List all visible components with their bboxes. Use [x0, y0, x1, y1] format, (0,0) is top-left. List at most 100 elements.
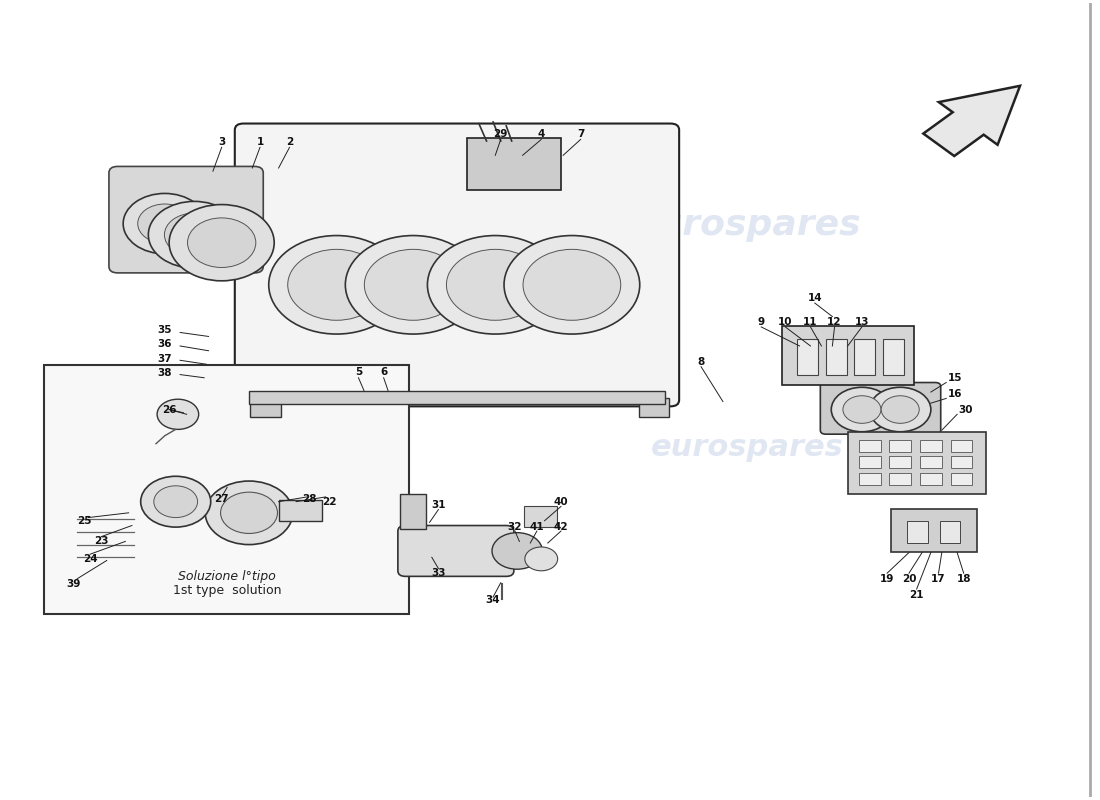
Text: 35: 35 [157, 325, 172, 335]
Text: 37: 37 [157, 354, 172, 364]
Text: 41: 41 [529, 522, 544, 532]
Text: 20: 20 [902, 574, 916, 584]
FancyBboxPatch shape [524, 506, 557, 527]
Circle shape [206, 481, 293, 545]
Text: Soluzione l°tipo: Soluzione l°tipo [178, 570, 276, 583]
Circle shape [832, 387, 892, 432]
Circle shape [187, 218, 256, 267]
Text: 3: 3 [218, 137, 226, 147]
Text: 38: 38 [157, 368, 172, 378]
Text: 5: 5 [355, 367, 362, 377]
Text: 14: 14 [807, 294, 822, 303]
Text: eurospares: eurospares [195, 208, 424, 242]
Bar [939, 521, 960, 543]
Text: eurospares: eurospares [650, 433, 844, 462]
FancyBboxPatch shape [234, 123, 679, 406]
Text: 40: 40 [553, 497, 569, 506]
Text: 17: 17 [932, 574, 946, 584]
FancyBboxPatch shape [398, 526, 514, 576]
Bar [920, 473, 942, 485]
Text: 22: 22 [321, 497, 337, 506]
Text: 21: 21 [910, 590, 924, 600]
Circle shape [504, 235, 640, 334]
Text: 1: 1 [256, 137, 264, 147]
Text: 1st type  solution: 1st type solution [173, 584, 282, 597]
Text: 9: 9 [758, 317, 764, 327]
Text: 15: 15 [948, 373, 962, 382]
Text: 18: 18 [956, 574, 971, 584]
Text: 4: 4 [538, 129, 544, 139]
Text: 24: 24 [82, 554, 98, 564]
Bar [400, 494, 427, 529]
Circle shape [870, 387, 931, 432]
Bar [950, 440, 972, 452]
Text: 25: 25 [78, 516, 92, 526]
Bar [859, 457, 880, 468]
Circle shape [154, 486, 198, 518]
Text: 7: 7 [578, 129, 584, 139]
Text: 6: 6 [379, 367, 387, 377]
Bar [906, 521, 927, 543]
Text: 27: 27 [214, 494, 229, 504]
Circle shape [843, 396, 881, 423]
Text: 42: 42 [553, 522, 569, 532]
Text: 10: 10 [778, 317, 793, 327]
Text: 36: 36 [157, 339, 172, 350]
Bar [278, 500, 322, 521]
Bar [889, 473, 911, 485]
Circle shape [428, 235, 563, 334]
FancyBboxPatch shape [848, 432, 986, 494]
Bar [855, 339, 876, 374]
Circle shape [525, 547, 558, 571]
Text: 32: 32 [508, 522, 522, 532]
Text: 2: 2 [286, 137, 293, 147]
Bar [950, 473, 972, 485]
Text: 16: 16 [948, 389, 962, 398]
FancyBboxPatch shape [109, 166, 263, 273]
Text: 28: 28 [302, 494, 317, 504]
Text: 33: 33 [431, 568, 446, 578]
Circle shape [221, 492, 277, 534]
Text: 34: 34 [486, 595, 500, 605]
Circle shape [492, 533, 542, 570]
Text: 26: 26 [162, 405, 176, 414]
Text: eurospares: eurospares [632, 208, 861, 242]
Text: 31: 31 [431, 500, 446, 510]
Text: 19: 19 [880, 574, 894, 584]
Circle shape [345, 235, 481, 334]
Bar [639, 398, 669, 418]
Text: 39: 39 [67, 579, 81, 590]
FancyBboxPatch shape [891, 509, 977, 552]
Bar [859, 473, 880, 485]
Circle shape [164, 213, 224, 257]
Circle shape [522, 250, 620, 320]
Bar [920, 440, 942, 452]
Bar [798, 339, 818, 374]
Text: 30: 30 [958, 405, 974, 414]
Circle shape [157, 399, 199, 430]
FancyBboxPatch shape [782, 326, 914, 385]
Circle shape [881, 396, 920, 423]
Circle shape [169, 205, 274, 281]
Text: 23: 23 [94, 537, 109, 546]
Circle shape [364, 250, 462, 320]
FancyBboxPatch shape [44, 365, 409, 614]
FancyBboxPatch shape [466, 138, 561, 190]
FancyBboxPatch shape [821, 382, 940, 434]
Bar [859, 440, 880, 452]
Circle shape [123, 194, 207, 254]
Circle shape [148, 202, 240, 268]
Text: 29: 29 [494, 129, 508, 139]
Circle shape [268, 235, 405, 334]
Text: 8: 8 [697, 357, 705, 367]
Circle shape [288, 250, 385, 320]
Bar [950, 457, 972, 468]
Bar [889, 457, 911, 468]
Polygon shape [923, 86, 1020, 156]
Text: 13: 13 [855, 317, 869, 327]
Text: 12: 12 [827, 317, 842, 327]
Circle shape [141, 476, 211, 527]
Bar [249, 391, 664, 404]
Bar [889, 440, 911, 452]
Bar [882, 339, 903, 374]
